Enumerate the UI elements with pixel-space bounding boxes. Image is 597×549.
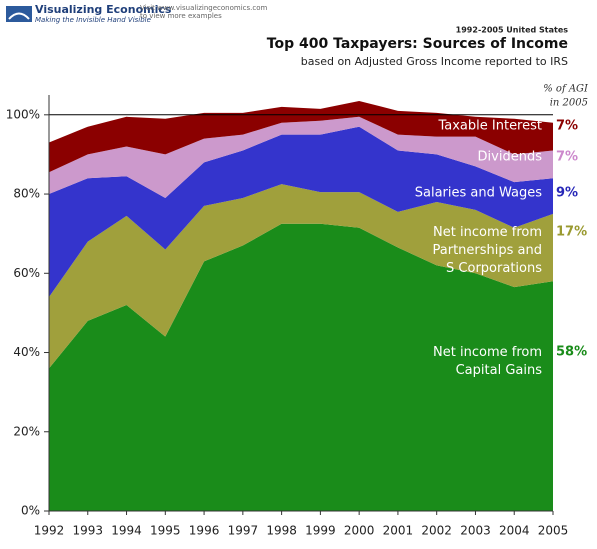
- x-tick-label: 1994: [111, 524, 142, 538]
- logo-tagline: Making the Invisible Hand Visible: [35, 16, 151, 24]
- y-tick-label: 20%: [13, 424, 40, 438]
- x-tick-label: 1993: [72, 524, 103, 538]
- chart-kicker: 1992-2005 United States: [456, 26, 569, 35]
- x-tick-label: 1998: [266, 524, 297, 538]
- series-label: Dividends: [478, 150, 543, 165]
- x-tick-label: 1996: [189, 524, 220, 538]
- x-tick-label: 2003: [460, 524, 491, 538]
- area: [49, 126, 553, 298]
- series-label: Salaries and Wages: [415, 186, 542, 201]
- x-tick-label: 1995: [150, 524, 181, 538]
- share-label: 7%: [556, 150, 578, 165]
- y-tick-label: 40%: [13, 345, 40, 359]
- share-label: 9%: [556, 186, 578, 201]
- area: [49, 116, 553, 199]
- y-tick-label: 60%: [13, 266, 40, 280]
- x-tick-label: 2002: [421, 524, 452, 538]
- series-label: Net income from Partnerships and S Corpora…: [433, 225, 543, 276]
- series-label: Net income from Capital Gains: [433, 345, 542, 378]
- share-label: 58%: [556, 345, 587, 360]
- logo-text: Visualizing Economics: [35, 3, 172, 16]
- visit-text: to view more examples: [140, 12, 222, 20]
- visit-text: Visit www.visualizingeconomics.com: [140, 4, 268, 12]
- share-heading: % of AGI: [543, 84, 589, 95]
- series-label: Taxable Interest: [437, 119, 542, 134]
- x-tick-label: 1997: [228, 524, 259, 538]
- x-tick-label: 1992: [34, 524, 65, 538]
- area: [49, 223, 553, 511]
- x-tick-label: 2004: [499, 524, 530, 538]
- chart-subtitle: based on Adjusted Gross Income reported …: [301, 55, 568, 68]
- share-heading: in 2005: [550, 98, 588, 109]
- share-label: 17%: [556, 225, 587, 240]
- area: [49, 184, 553, 369]
- logo-mark: [8, 12, 30, 20]
- y-tick-label: 0%: [21, 504, 40, 518]
- x-tick-label: 2005: [538, 524, 569, 538]
- chart-title: Top 400 Taxpayers: Sources of Income: [267, 36, 568, 52]
- y-tick-label: 100%: [6, 107, 40, 121]
- x-tick-label: 2001: [383, 524, 414, 538]
- area: [49, 100, 553, 173]
- x-tick-label: 2000: [344, 524, 375, 538]
- x-tick-label: 1999: [305, 524, 336, 538]
- share-label: 7%: [556, 119, 578, 134]
- y-tick-label: 80%: [13, 187, 40, 201]
